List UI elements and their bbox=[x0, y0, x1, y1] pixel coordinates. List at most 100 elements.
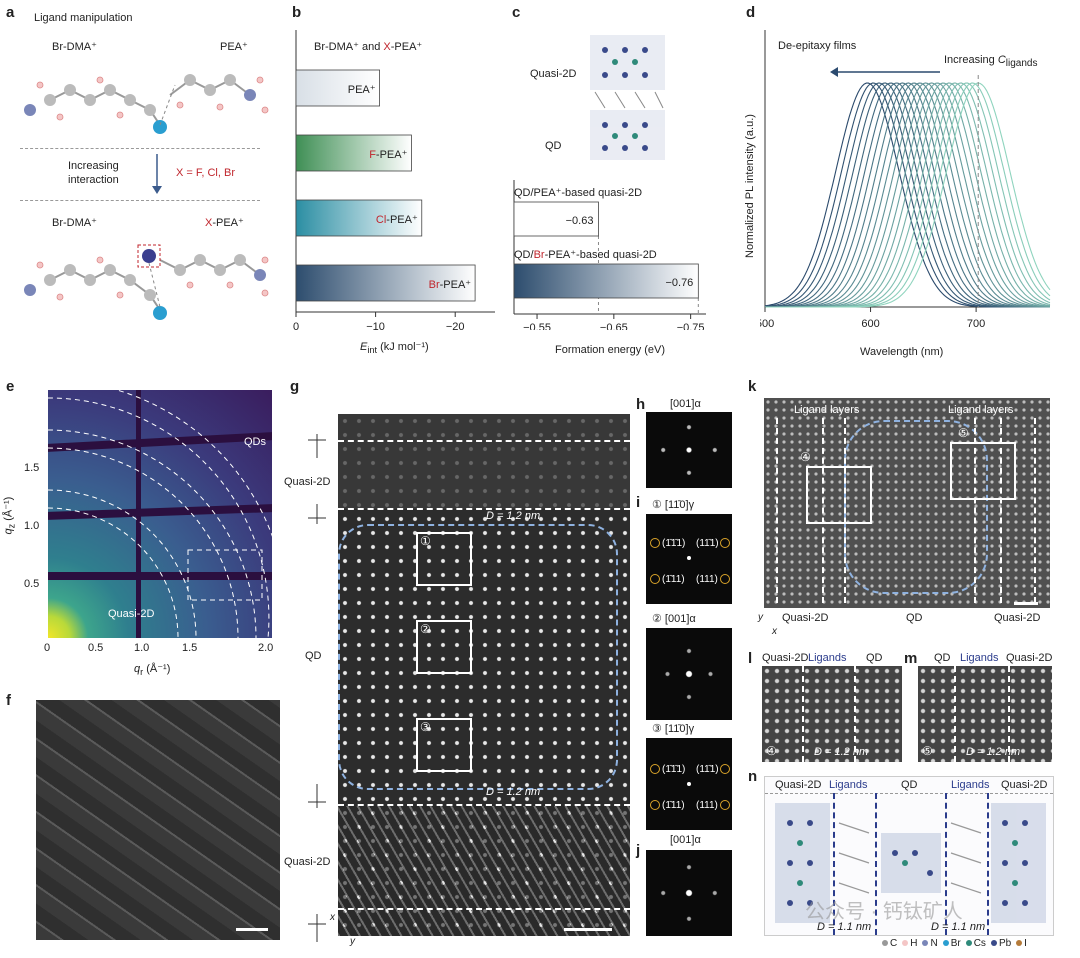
k-quasi2d-left: Quasi-2D bbox=[782, 612, 829, 624]
region-num-3: ③ bbox=[420, 720, 431, 734]
panel-a-divider-top bbox=[20, 148, 260, 149]
scale-bar bbox=[236, 928, 268, 931]
m-qd: QD bbox=[934, 652, 951, 664]
g-axis-y: y bbox=[350, 936, 355, 947]
panel-g-letter: g bbox=[290, 378, 300, 395]
g-d-bottom: D = 1.2 nm bbox=[486, 786, 541, 798]
panel-e-letter: e bbox=[6, 378, 15, 395]
panel-b-xlabel: Eint (kJ mol⁻¹) bbox=[360, 340, 429, 355]
n-label-quasi2d-left: Quasi-2D bbox=[775, 779, 822, 791]
legend-dot-icon bbox=[965, 940, 972, 946]
d-tick-label-0: 500 bbox=[760, 318, 774, 330]
panel-c-bar2-label-prefix: QD/ bbox=[514, 249, 534, 261]
k-num-5: ⑤ bbox=[958, 426, 969, 440]
legend-item-h: H bbox=[902, 938, 917, 949]
atom-legend: C H N Br Cs Pb I bbox=[882, 938, 1032, 949]
e-ytick-0.5: 0.5 bbox=[24, 578, 40, 590]
panel-a-middle-line2: interaction bbox=[68, 174, 119, 186]
legend-dot-icon bbox=[922, 940, 929, 946]
legend-item-cs: Cs bbox=[965, 938, 986, 949]
panel-d-arrow-label-prefix: Increasing bbox=[944, 54, 998, 66]
panel-a-top-right-label: PEA⁺ bbox=[220, 41, 248, 53]
i-label-2: ② [001]α bbox=[652, 613, 696, 625]
c-bar-value-1: −0.76 bbox=[665, 277, 693, 289]
h-label: [001]α bbox=[670, 398, 701, 410]
region-box-4[interactable] bbox=[806, 466, 872, 524]
panel-b-title-prefix: Br-DMA⁺ and bbox=[314, 41, 384, 53]
legend-item-br: Br bbox=[942, 938, 961, 949]
pl-series-8 bbox=[765, 82, 1050, 308]
region-box-2[interactable] bbox=[416, 620, 472, 674]
panel-a-x-substituents: X = F, Cl, Br bbox=[176, 167, 235, 179]
panel-b-title-suffix: -PEA⁺ bbox=[390, 41, 423, 53]
interaction-energy-chart: PEA⁺ F-PEA⁺ Cl-PEA⁺ Br-PEA⁺ 0 −10 −20 bbox=[293, 30, 495, 330]
d-tick-label-1: 600 bbox=[861, 318, 879, 330]
gap-h3 bbox=[48, 572, 272, 580]
g-d-top: D = 1.2 nm bbox=[486, 510, 541, 522]
panel-j-letter: j bbox=[636, 842, 641, 859]
panel-d-arrow-label-c: C bbox=[997, 54, 1006, 66]
c-tick-label-1: −0.65 bbox=[600, 322, 628, 330]
l-d: D = 1.2 nm bbox=[814, 746, 869, 758]
g-quasi2d-top: Quasi-2D bbox=[284, 476, 331, 488]
m-d: D = 1.2 nm bbox=[966, 746, 1021, 758]
fft-i3: (1̄1̄1) (11̄1) (1̄11) (111) bbox=[646, 738, 732, 830]
legend-dot-icon bbox=[942, 940, 949, 946]
panel-a-title: Ligand manipulation bbox=[34, 12, 133, 24]
b-bar-label-1: F-PEA⁺ bbox=[369, 149, 407, 161]
molecule-bottom-illustration bbox=[24, 244, 269, 320]
formation-energy-chart: −0.63 −0.76 −0.55 −0.65 −0.75 bbox=[513, 180, 706, 330]
b-bar-0 bbox=[295, 69, 380, 107]
b-tick-label-0: 0 bbox=[293, 321, 299, 330]
panel-a-bottom-right-x: X bbox=[205, 217, 213, 229]
d-tick-label-2: 700 bbox=[967, 318, 985, 330]
arrow-left-icon bbox=[830, 67, 838, 77]
b-xlabel-e: E bbox=[360, 341, 368, 353]
panel-e-quasi2d-label: Quasi-2D bbox=[108, 608, 155, 620]
molecule-top-illustration bbox=[24, 74, 269, 134]
n-label-ligands-right: Ligands bbox=[951, 779, 990, 791]
giwaxs-map: QDs Quasi-2D bbox=[48, 390, 272, 638]
fft-h bbox=[646, 412, 732, 488]
fft-i2 bbox=[646, 628, 732, 720]
e-xtick-2.0: 2.0 bbox=[258, 642, 274, 654]
panel-c-bar1-label: QD/PEA⁺-based quasi-2D bbox=[514, 187, 643, 199]
legend-dot-icon bbox=[902, 940, 909, 946]
legend-item-i: I bbox=[1016, 938, 1027, 949]
n-label-quasi2d-right: Quasi-2D bbox=[1001, 779, 1048, 791]
c-tick-label-2: −0.75 bbox=[677, 322, 705, 330]
panel-c-qd: QD bbox=[545, 140, 562, 152]
panel-e-qds-label: QDs bbox=[244, 436, 266, 448]
region-box-3[interactable] bbox=[416, 718, 472, 772]
b-bar-label-0: PEA⁺ bbox=[348, 84, 376, 96]
pl-series-7 bbox=[765, 82, 1050, 308]
c-bar-0 bbox=[513, 201, 599, 237]
panel-c-xlabel: Formation energy (eV) bbox=[555, 344, 666, 356]
pl-series-5 bbox=[764, 82, 1050, 308]
fft-j bbox=[646, 850, 732, 936]
panel-c-quasi2d: Quasi-2D bbox=[530, 68, 577, 80]
n-d-right: D = 1.1 nm bbox=[931, 921, 986, 933]
qd-outline bbox=[338, 524, 618, 790]
panel-a-bottom-left-label: Br-DMA⁺ bbox=[52, 217, 97, 229]
n-label-ligands-left: Ligands bbox=[829, 779, 868, 791]
l-qd: QD bbox=[866, 652, 883, 664]
panel-a-bottom-right-suffix: -PEA⁺ bbox=[212, 217, 244, 229]
legend-item-pb: Pb bbox=[990, 938, 1011, 949]
pl-series-6 bbox=[765, 82, 1050, 308]
k-num-4: ④ bbox=[800, 450, 811, 464]
panel-d-ylabel: Normalized PL intensity (a.u.) bbox=[744, 114, 756, 258]
j-label: [001]α bbox=[670, 834, 701, 846]
b-xlabel-tail: (kJ mol⁻¹) bbox=[377, 341, 429, 353]
panel-c-letter: c bbox=[512, 4, 521, 21]
legend-dot-icon bbox=[990, 940, 997, 946]
panel-a-divider-bottom bbox=[20, 200, 260, 201]
panel-e-xlabel: qr (Å⁻¹) bbox=[134, 663, 171, 678]
panel-a-top-left-label: Br-DMA⁺ bbox=[52, 41, 97, 53]
region-box-5[interactable] bbox=[950, 442, 1016, 500]
region-box-1[interactable] bbox=[416, 532, 472, 586]
panel-c-bar2-label-red: Br bbox=[533, 249, 545, 261]
k-qd: QD bbox=[906, 612, 923, 624]
l-ligands: Ligands bbox=[808, 652, 847, 664]
k-quasi2d-right: Quasi-2D bbox=[994, 612, 1041, 624]
